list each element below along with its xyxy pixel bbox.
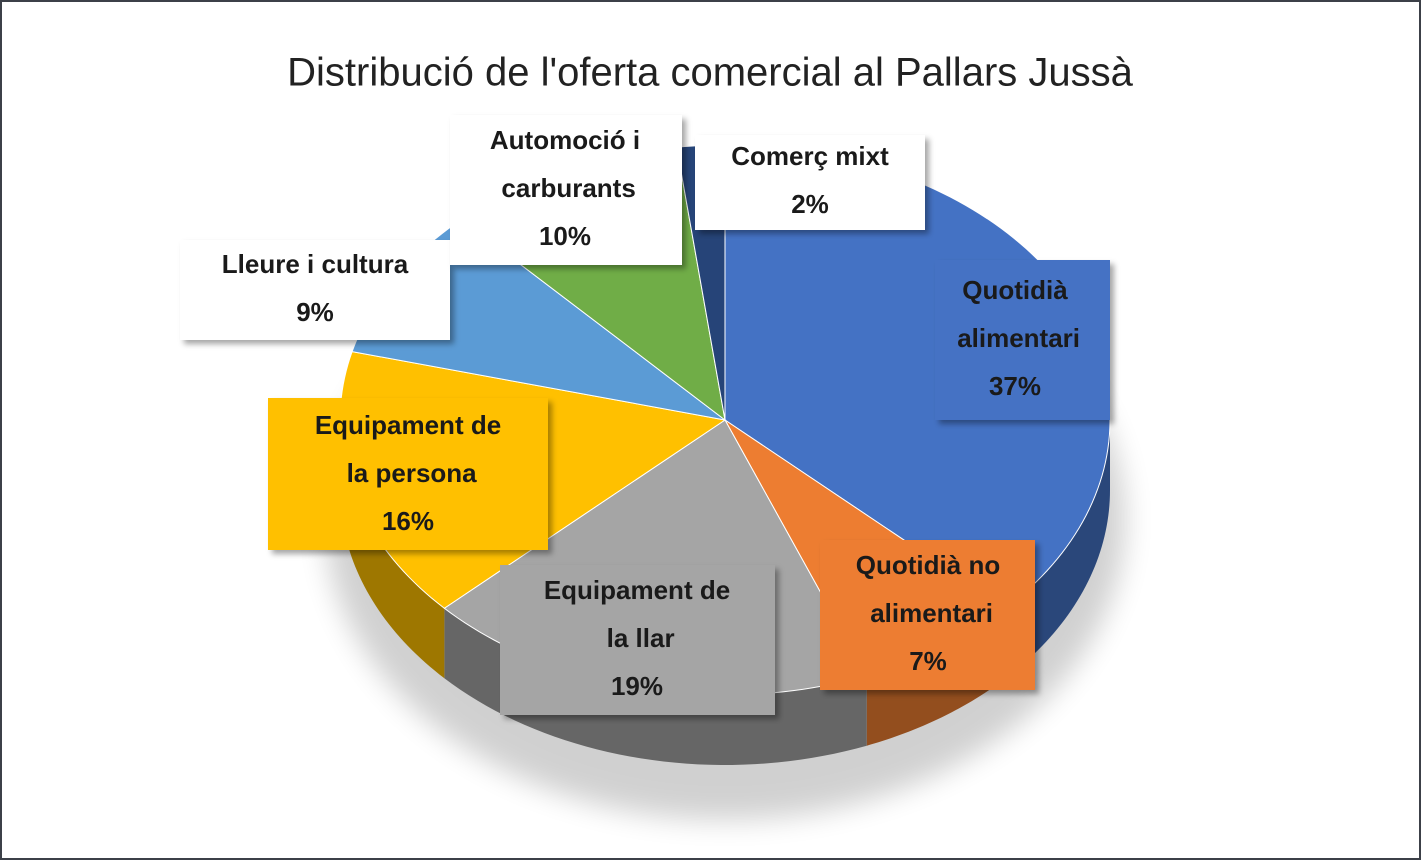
label-line: Equipament de [315, 410, 501, 440]
category-label: Quotidià no alimentari [856, 550, 1000, 628]
value-label: 10% [539, 221, 591, 251]
category-label: Quotidià alimentari [950, 275, 1080, 353]
label-line: carburants [494, 173, 636, 203]
label-line: alimentari [863, 598, 993, 628]
label-line: Quotidià no [856, 550, 1000, 580]
value-label: 16% [382, 506, 434, 536]
value-label: 7% [909, 646, 947, 676]
label-box [180, 240, 450, 340]
chart-title: Distribució de l'oferta comercial al Pal… [287, 51, 1133, 95]
label-box [820, 540, 1035, 690]
slice-side [444, 608, 867, 765]
label-line: Quotidià [962, 275, 1068, 305]
category-label: Equipament de la persona [315, 410, 501, 488]
label-line: la llar [599, 623, 674, 653]
label-line: Equipament de [544, 575, 730, 605]
label-box [450, 115, 682, 265]
label-box [500, 565, 775, 715]
data-labels: Quotidià alimentari 37% Quotidià no alimen… [180, 115, 1110, 715]
label-box [935, 260, 1110, 420]
label-line: Automoció i [490, 125, 640, 155]
category-label: Lleure i cultura [222, 249, 409, 279]
label-box [268, 398, 548, 550]
label-box [695, 135, 925, 230]
value-label: 19% [611, 671, 663, 701]
slice-side [340, 420, 445, 679]
label-line: Comerç mixt [731, 141, 889, 171]
category-label: Comerç mixt [731, 141, 889, 171]
label-line: alimentari [950, 323, 1080, 353]
label-line: Lleure i cultura [222, 249, 409, 279]
value-label: 9% [296, 297, 334, 327]
category-label: Automoció i carburants [490, 125, 640, 203]
value-label: 37% [989, 371, 1041, 401]
category-label: Equipament de la llar [544, 575, 730, 653]
label-line: la persona [339, 458, 477, 488]
value-label: 2% [791, 189, 829, 219]
